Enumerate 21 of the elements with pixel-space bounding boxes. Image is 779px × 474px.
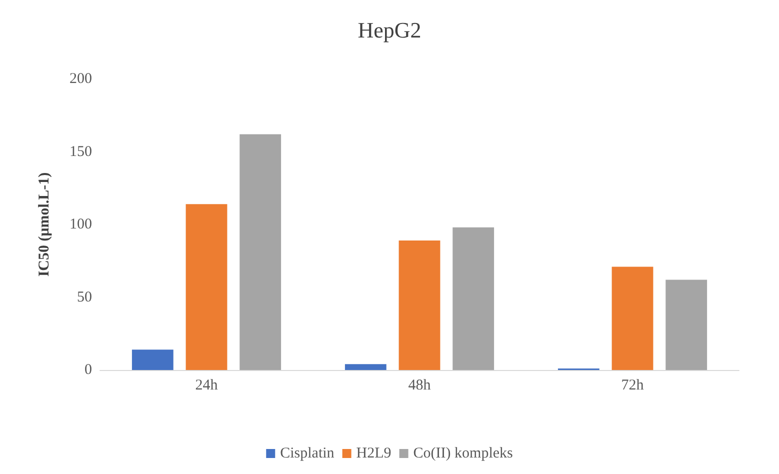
y-axis-title: IC50 (μmol.L-1): [36, 172, 52, 277]
bar: [240, 134, 282, 370]
bar: [398, 240, 440, 370]
y-tick-label: 150: [70, 144, 92, 160]
x-tick-label: 72h: [621, 378, 644, 394]
x-tick-label: 48h: [408, 378, 432, 394]
legend-label: H2L9: [356, 446, 392, 462]
bar: [452, 227, 494, 370]
x-tick-label: 24h: [195, 378, 218, 394]
y-tick-label: 100: [70, 216, 92, 232]
bar: [132, 350, 174, 370]
bar: [612, 266, 654, 370]
y-tick-label: 0: [84, 362, 92, 378]
legend-label: Co(II) kompleks: [413, 446, 514, 462]
legend-label: Cisplatin: [280, 446, 335, 462]
bar: [666, 280, 708, 370]
chart-title: HepG2: [358, 18, 422, 42]
bar: [344, 364, 386, 370]
y-tick-label: 200: [70, 71, 92, 87]
bar: [186, 204, 228, 370]
y-tick-label: 50: [77, 289, 92, 306]
